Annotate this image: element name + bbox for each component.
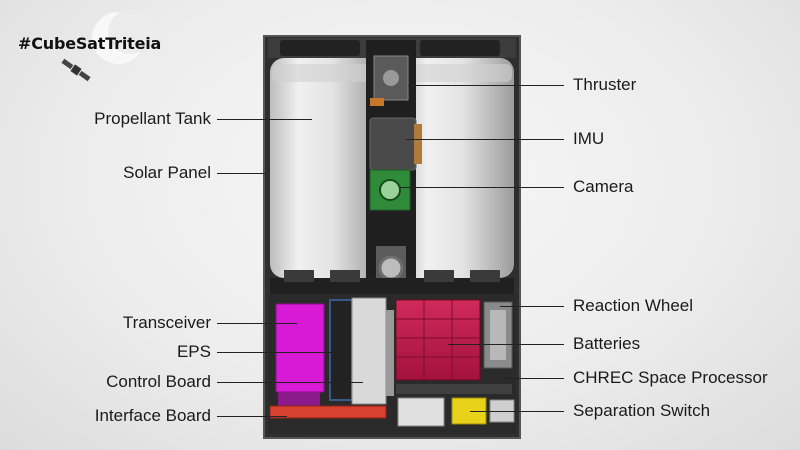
propellant-tank-right <box>398 58 514 278</box>
leader-interface-board <box>217 416 287 417</box>
label-solar-panel: Solar Panel <box>123 163 211 182</box>
leader-separation-switch <box>470 411 564 412</box>
label-transceiver: Transceiver <box>122 313 211 332</box>
satellite-icon <box>61 58 91 82</box>
label-imu: IMU <box>573 129 605 148</box>
leader-batteries <box>448 344 564 345</box>
label-camera: Camera <box>573 177 634 196</box>
label-batteries: Batteries <box>573 334 641 353</box>
leader-thruster <box>408 85 564 86</box>
transceiver <box>275 303 325 393</box>
label-reaction-wheel: Reaction Wheel <box>573 296 694 315</box>
leader-reaction-wheel <box>500 306 564 307</box>
label-chrec: CHREC Space Processor <box>573 368 768 387</box>
eps-board <box>329 299 353 401</box>
propellant-tank-left <box>270 58 382 278</box>
batteries <box>395 299 481 381</box>
label-thruster: Thruster <box>573 75 637 94</box>
label-control-board: Control Board <box>106 372 211 391</box>
cubesat-logo <box>61 10 152 82</box>
leader-camera <box>400 187 564 188</box>
logo-hashtag: #CubeSatTriteia <box>18 34 162 53</box>
leader-eps <box>217 352 337 353</box>
label-eps: EPS <box>176 342 211 361</box>
leader-transceiver <box>217 323 297 324</box>
leader-control-board <box>217 382 363 383</box>
label-separation-switch: Separation Switch <box>573 401 711 420</box>
leader-solar-panel <box>217 173 265 174</box>
leader-imu <box>406 139 564 140</box>
imu <box>369 117 417 171</box>
interface-board <box>269 405 387 419</box>
leader-propellant-tank <box>217 119 312 120</box>
label-propellant-tank: Propellant Tank <box>94 109 211 128</box>
leader-chrec <box>500 378 564 379</box>
control-board <box>351 297 387 405</box>
label-interface-board: Interface Board <box>94 406 211 425</box>
